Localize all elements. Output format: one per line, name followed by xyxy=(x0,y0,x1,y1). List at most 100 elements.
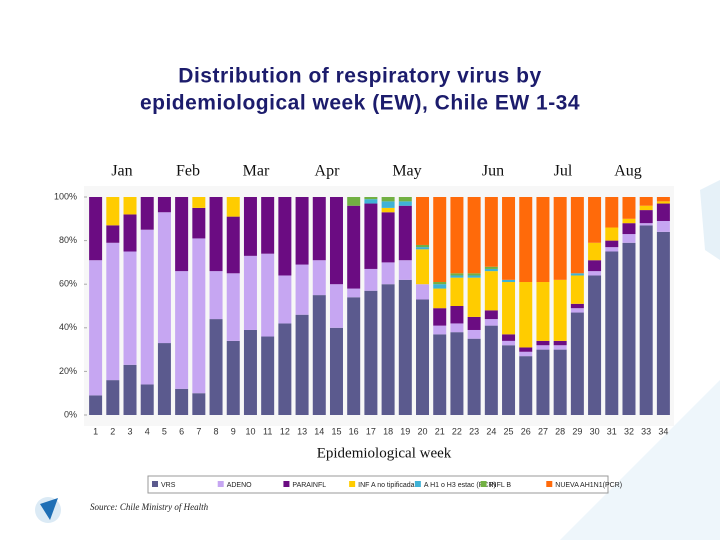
background-decor xyxy=(560,380,720,540)
legend-swatch xyxy=(283,481,290,487)
bar-segment xyxy=(381,207,395,213)
bar-segment xyxy=(519,282,533,348)
bar-segment xyxy=(364,268,378,291)
x-tick-label: 18 xyxy=(383,426,393,436)
legend-label: NUEVA AH1N1(PCR) xyxy=(555,482,622,489)
bar-segment xyxy=(433,325,447,335)
bar-segment xyxy=(416,247,430,250)
bar-segment xyxy=(450,275,464,278)
bar-segment xyxy=(140,384,154,415)
bar-segment xyxy=(502,279,516,283)
bar-segment xyxy=(312,197,326,261)
bar-segment xyxy=(381,262,395,285)
bar-segment xyxy=(605,240,619,248)
bar-segment xyxy=(157,343,171,415)
bar-segment xyxy=(106,197,120,226)
month-label: Jan xyxy=(111,163,132,180)
bar-segment xyxy=(89,260,103,396)
x-tick-label: 26 xyxy=(521,426,531,436)
bar-segment xyxy=(553,345,567,350)
bar-segment xyxy=(347,288,361,298)
bar-segment xyxy=(123,197,137,215)
bar-segment xyxy=(416,197,430,245)
x-tick-label: 22 xyxy=(452,426,462,436)
bar-segment xyxy=(364,203,378,269)
bar-segment xyxy=(364,290,378,415)
bar-segment xyxy=(536,340,550,346)
bar-segment xyxy=(433,197,447,283)
x-tick-label: 17 xyxy=(366,426,376,436)
bar-segment xyxy=(519,197,533,283)
bar-segment xyxy=(536,349,550,415)
bar-segment xyxy=(553,349,567,415)
bar-segment xyxy=(605,197,619,228)
x-tick-label: 15 xyxy=(331,426,341,436)
bar-segment xyxy=(329,284,343,328)
bar-segment xyxy=(622,234,636,243)
legend-label: PARAINFL xyxy=(292,482,326,489)
bar-segment xyxy=(347,205,361,289)
bar-segment xyxy=(467,197,481,274)
bar-segment xyxy=(278,197,292,276)
legend-swatch xyxy=(414,481,421,487)
bar-segment xyxy=(656,203,670,221)
bar-segment xyxy=(226,340,240,415)
x-tick-label: 4 xyxy=(145,426,150,436)
bar-segment xyxy=(381,197,395,202)
bar-segment xyxy=(622,242,636,415)
bar-segment xyxy=(416,284,430,300)
bar-segment xyxy=(467,338,481,415)
bar-segment xyxy=(484,266,498,269)
x-tick-label: 10 xyxy=(245,426,255,436)
bar-segment xyxy=(536,345,550,350)
x-tick-label: 20 xyxy=(418,426,428,436)
x-tick-label: 31 xyxy=(607,426,617,436)
bar-segment xyxy=(605,247,619,252)
x-tick-label: 5 xyxy=(162,426,167,436)
bar-segment xyxy=(536,282,550,341)
bar-segment xyxy=(484,325,498,415)
bar-segment xyxy=(553,279,567,341)
bar-segment xyxy=(398,279,412,415)
bar-segment xyxy=(364,199,378,204)
bar-segment xyxy=(416,249,430,285)
bar-segment xyxy=(175,271,189,389)
x-tick-label: 28 xyxy=(555,426,565,436)
bar-segment xyxy=(467,316,481,330)
bar-segment xyxy=(484,310,498,320)
y-tick-label: 100% xyxy=(54,191,77,201)
bar-segment xyxy=(570,308,584,313)
x-tick-label: 21 xyxy=(435,426,445,436)
bar-segment xyxy=(192,393,206,415)
bar-segment xyxy=(295,197,309,265)
bar-segment xyxy=(656,231,670,415)
bar-segment xyxy=(381,201,395,208)
bar-segment xyxy=(588,275,602,415)
bar-segment xyxy=(398,205,412,261)
legend-swatch xyxy=(349,481,356,487)
bar-segment xyxy=(433,284,447,289)
bar-segment xyxy=(209,319,223,415)
bar-segment xyxy=(433,282,447,285)
bar-segment xyxy=(261,336,275,415)
chart-title: epidemiological week (EW), Chile EW 1-34 xyxy=(140,92,580,115)
bar-segment xyxy=(467,273,481,276)
legend-swatch xyxy=(217,481,224,487)
bar-segment xyxy=(570,197,584,274)
legend xyxy=(147,475,609,494)
x-tick-label: 2 xyxy=(110,426,115,436)
background-decor xyxy=(700,180,720,260)
bar-segment xyxy=(295,264,309,315)
bar-segment xyxy=(106,242,120,381)
bar-segment xyxy=(639,210,653,224)
bar-segment xyxy=(570,312,584,415)
bar-segment xyxy=(192,207,206,239)
bar-segment xyxy=(398,201,412,206)
legend-label: A H1 o H3 estac (PCR) xyxy=(424,482,496,489)
legend-swatch xyxy=(546,481,553,487)
y-tick-label: 40% xyxy=(59,322,77,332)
bar-segment xyxy=(588,242,602,261)
plot-area xyxy=(84,186,674,426)
x-tick-label: 8 xyxy=(214,426,219,436)
bar-segment xyxy=(347,297,361,415)
